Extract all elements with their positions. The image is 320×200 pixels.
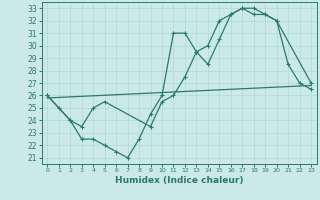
X-axis label: Humidex (Indice chaleur): Humidex (Indice chaleur) [115,176,244,185]
